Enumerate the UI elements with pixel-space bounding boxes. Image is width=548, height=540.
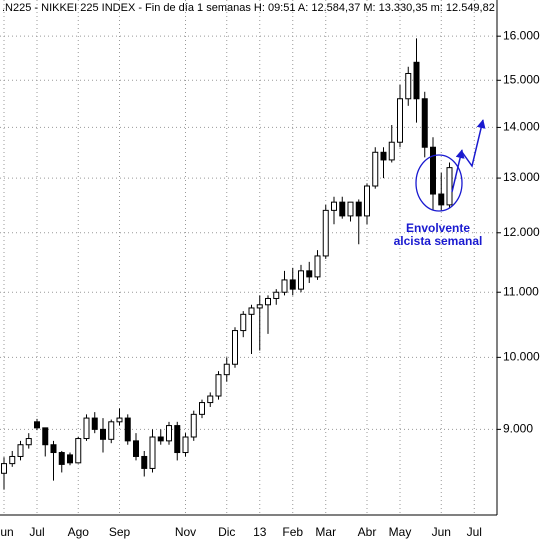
candle-body	[289, 279, 296, 290]
y-tick-label: 13.000	[503, 170, 540, 184]
x-tick-label: May	[389, 525, 412, 539]
y-tick-label: 9.000	[503, 422, 533, 436]
candle-body	[58, 452, 65, 465]
x-tick-label: Jul	[29, 525, 44, 539]
grid	[0, 0, 497, 515]
x-tick-label: Mar	[315, 525, 336, 539]
candle-body	[421, 98, 428, 148]
candle-body	[397, 98, 403, 143]
candle-body	[1, 463, 7, 474]
candle-body	[207, 395, 214, 404]
candles	[1, 38, 453, 490]
candle-body	[166, 425, 172, 442]
y-tick-label: 10.000	[503, 350, 540, 364]
candle-body	[141, 455, 148, 469]
candle-body	[240, 313, 247, 332]
candle-body	[91, 417, 98, 430]
candle-body	[157, 436, 164, 442]
candle-body	[67, 454, 73, 464]
candle-body	[25, 438, 32, 446]
candle-body	[380, 151, 387, 161]
x-tick-label: Nov	[175, 525, 196, 539]
candle-body	[331, 201, 337, 211]
highlight-ellipse	[415, 154, 463, 212]
chart-title: .N225 - NIKKEI 225 INDEX - Fin de día 1 …	[2, 2, 495, 14]
candle-body	[438, 193, 445, 206]
candle-body	[232, 330, 238, 365]
y-tick-label: 11.000	[503, 284, 539, 298]
annotation: Envolvente	[406, 221, 470, 235]
candle-body	[215, 374, 222, 397]
candle-body	[355, 201, 362, 217]
candle-body	[174, 425, 181, 454]
candle-body	[42, 427, 49, 446]
x-tick-label: Jun	[0, 525, 14, 539]
candle-body	[223, 363, 230, 376]
x-tick-label: Jul	[467, 525, 482, 539]
y-tick-label: 15.000	[503, 72, 540, 86]
x-tick-label: Feb	[282, 525, 303, 539]
annotation: alcista semanal	[394, 234, 483, 248]
candle-body	[413, 61, 420, 100]
candle-body	[364, 185, 370, 217]
x-tick-label: Ago	[68, 525, 90, 539]
candle-body	[75, 438, 82, 464]
arrow	[451, 149, 465, 193]
x-tick-label: Jun	[432, 525, 451, 539]
candle-body	[124, 417, 131, 442]
candle-body	[306, 270, 313, 278]
candle-body	[372, 151, 379, 187]
candle-body	[339, 201, 346, 217]
x-tick-label: Abr	[358, 525, 377, 539]
candle-body	[34, 421, 40, 429]
candle-body	[273, 291, 280, 299]
y-tick-label: 12.000	[503, 225, 540, 239]
candle-body	[17, 444, 24, 457]
x-tick-label: Sep	[109, 525, 131, 539]
x-tick-label: Dic	[218, 525, 235, 539]
candle-body	[256, 304, 263, 309]
x-tick-label: 13	[253, 525, 267, 539]
candle-body	[190, 413, 197, 438]
candle-body	[50, 444, 57, 454]
candle-body	[100, 428, 106, 440]
candle-body	[182, 436, 189, 454]
candle-body	[314, 255, 321, 278]
y-tick-label: 14.000	[503, 120, 540, 134]
candle-body	[248, 307, 255, 315]
y-tick-label: 16.000	[503, 28, 540, 42]
candle-body	[347, 201, 354, 217]
arrow	[461, 119, 486, 168]
candle-body	[83, 417, 90, 440]
candle-body	[430, 146, 436, 195]
candle-body	[116, 417, 123, 423]
candle-body	[298, 270, 304, 290]
candle-body	[199, 402, 205, 415]
candle-body	[149, 436, 156, 469]
candle-body	[322, 209, 329, 257]
candle-body	[9, 455, 16, 465]
candle-body	[108, 421, 115, 440]
candle-body	[405, 72, 412, 100]
candle-body	[281, 279, 288, 293]
candle-body	[388, 141, 395, 161]
candle-body	[133, 440, 139, 457]
candle-body	[446, 167, 453, 206]
candle-body	[265, 297, 271, 306]
